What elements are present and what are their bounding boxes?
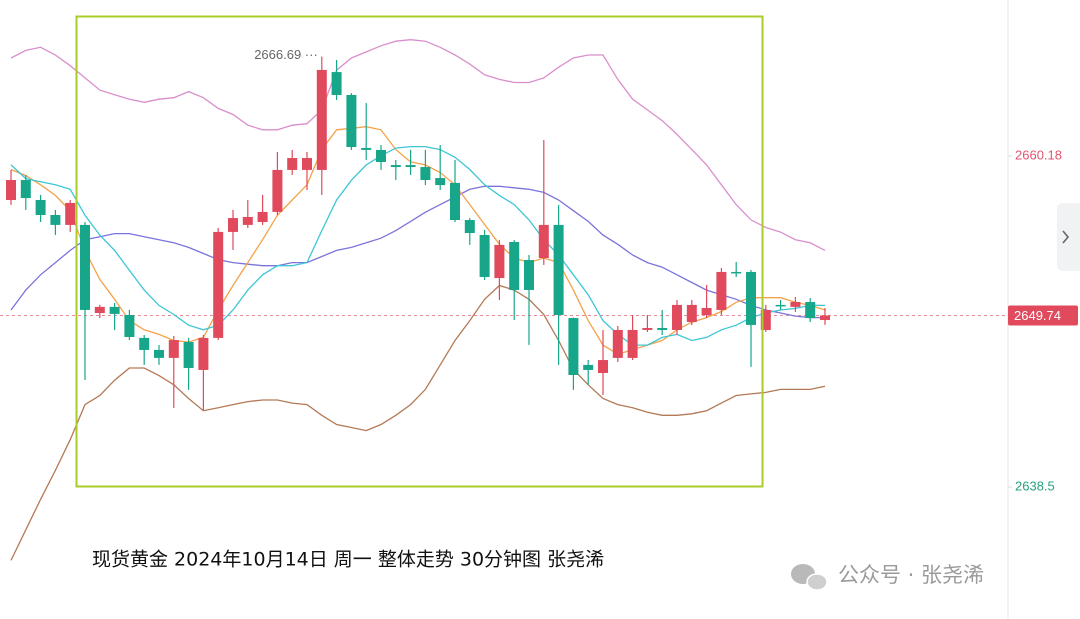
candle-body: [701, 307, 712, 315]
candle-body: [405, 165, 416, 168]
candle-body: [657, 327, 668, 330]
candle-body: [790, 302, 801, 307]
candle-body: [509, 242, 520, 290]
collapse-button[interactable]: [1057, 203, 1080, 271]
candle-body: [805, 302, 816, 319]
candle-body: [686, 304, 697, 323]
candle-body: [6, 180, 16, 201]
candle-body: [420, 167, 431, 181]
candle-body: [376, 149, 386, 163]
candle-body: [346, 94, 357, 148]
candle-body: [35, 200, 46, 215]
candle-body: [390, 165, 401, 168]
candle-body: [228, 218, 238, 232]
candle-body: [242, 216, 253, 225]
indicator-line: [10, 39, 826, 251]
candle-body: [139, 337, 150, 350]
candle-body: [524, 260, 534, 290]
candle-body: [598, 360, 608, 374]
highlight-box: [75, 15, 764, 488]
indicator-line: [10, 185, 825, 319]
candle-body: [213, 231, 224, 338]
candle-body: [331, 72, 342, 95]
candle-body: [538, 224, 549, 259]
candle-body: [50, 214, 61, 225]
candle-body: [183, 342, 194, 368]
candle-body: [124, 314, 135, 337]
indicator-line: [10, 145, 825, 346]
candle-body: [109, 306, 120, 314]
current-price-tag: [1008, 305, 1078, 326]
high-annotation: 2666.69 ···: [254, 47, 318, 62]
candle-body: [435, 178, 446, 186]
candle-body: [80, 224, 90, 310]
candle-body: [20, 180, 31, 199]
candle-body: [450, 182, 460, 221]
candle-body: [65, 202, 76, 225]
candle-body: [760, 309, 771, 330]
candle-body: [627, 329, 638, 358]
watermark-icon: [791, 564, 828, 591]
candle-body: [731, 271, 742, 274]
candle-body: [672, 304, 682, 330]
candle-body: [494, 244, 505, 279]
candle-body: [716, 271, 727, 310]
candle-body: [583, 364, 594, 370]
candle-body: [775, 304, 786, 307]
candle-body: [302, 158, 312, 170]
candle-body: [479, 234, 490, 277]
candle-body: [361, 147, 372, 150]
watermark: 公众号 · 张尧浠: [838, 563, 984, 587]
candle-body: [316, 69, 327, 170]
candle-body: [257, 211, 268, 223]
candle-body: [94, 306, 105, 314]
candle-body: [198, 337, 209, 370]
candle-body: [272, 169, 283, 212]
candle-body: [287, 158, 298, 170]
candle-body: [464, 220, 475, 234]
caption: 现货黄金 2024年10月14日 周一 整体走势 30分钟图 张尧浠: [92, 549, 604, 571]
y-tick-label: 2660.18: [1015, 147, 1062, 162]
candle-body: [154, 349, 164, 358]
plot-area: [0, 39, 1007, 561]
current-price-label: 2649.74: [1014, 308, 1061, 323]
candle-body: [820, 315, 830, 321]
indicator-line: [10, 126, 826, 355]
candle-body: [612, 329, 623, 358]
candle-body: [553, 224, 564, 315]
candle-body: [168, 340, 179, 358]
y-tick-label: 2638.5: [1015, 479, 1055, 494]
candle-body: [746, 271, 756, 325]
candle-body: [568, 318, 579, 376]
candle-body: [642, 327, 653, 330]
indicator-line: [10, 284, 826, 561]
